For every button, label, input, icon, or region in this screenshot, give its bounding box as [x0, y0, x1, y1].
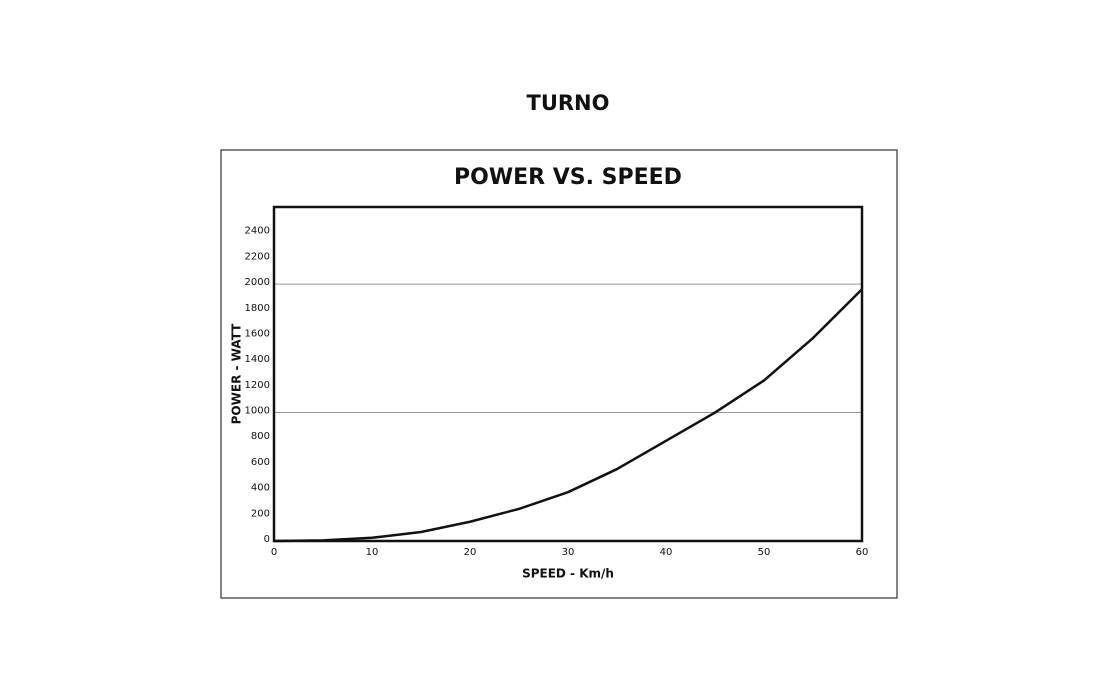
x-tick-label: 50: [758, 547, 771, 558]
y-tick-label: 1600: [245, 328, 270, 339]
x-tick-label: 60: [856, 547, 869, 558]
chart-frame: [220, 149, 898, 599]
x-tick-label: 30: [562, 547, 575, 558]
power-curve: [273, 288, 863, 543]
y-tick-label: 600: [251, 457, 270, 468]
chart-title: POWER VS. SPEED: [454, 165, 682, 190]
y-tick-label: 200: [251, 508, 270, 519]
y-tick-label: 2000: [245, 277, 270, 288]
y-axis-label: POWER - WATT: [230, 323, 244, 425]
y-tick-label: 2400: [245, 226, 270, 237]
y-tick-label: 1400: [245, 354, 270, 365]
page-title: TURNO: [527, 91, 610, 115]
y-tick-label: 0: [264, 534, 270, 545]
y-tick-label: 1200: [245, 380, 270, 391]
x-tick-label: 10: [366, 547, 379, 558]
plot-frame: [272, 205, 864, 543]
y-tick-label: 1800: [245, 303, 270, 314]
x-tick-label: 40: [660, 547, 673, 558]
x-tick-label: 0: [271, 547, 277, 558]
y-tick-label: 1000: [245, 406, 270, 417]
y-tick-label: 400: [251, 483, 270, 494]
y-tick-label: 2200: [245, 251, 270, 262]
y-tick-label: 800: [251, 431, 270, 442]
x-tick-label: 20: [464, 547, 477, 558]
x-axis-label: SPEED - Km/h: [522, 567, 614, 581]
